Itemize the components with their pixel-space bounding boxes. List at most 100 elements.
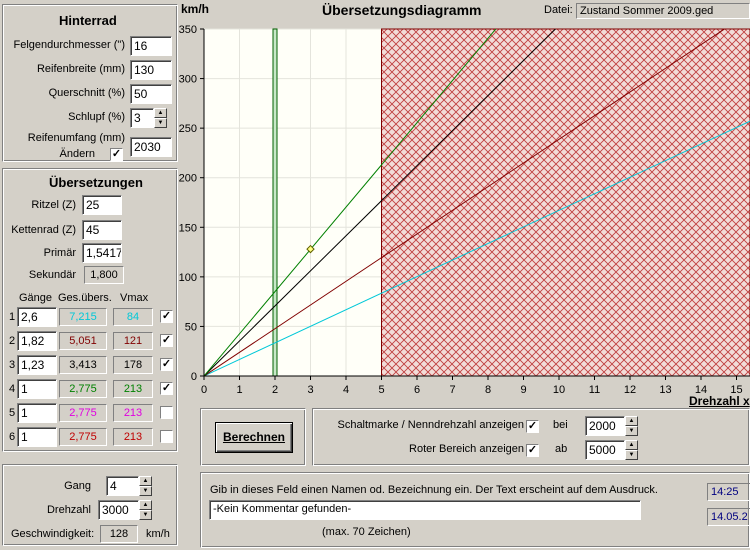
gear-show-checkbox[interactable]: ✓ [160,358,173,371]
ritzel-input[interactable]: 25 [82,195,122,215]
up-arrow-icon[interactable]: ▲ [625,416,638,426]
col-gaenge: Gänge [19,292,53,304]
options-panel: Schaltmarke / Nenndrehzahl anzeigen ✓ be… [312,408,750,466]
bei-spinner[interactable]: ▲ ▼ [625,416,638,436]
comment-input[interactable]: -Kein Kommentar gefunden- [209,500,641,520]
gear-vmax-value: 213 [113,428,153,446]
y-tick-label: 0 [191,371,197,383]
gear-ges-value: 5,051 [59,332,107,350]
drehzahl-input[interactable]: 3000 [98,500,139,520]
geschw-label: Geschwindigkeit: [11,528,95,540]
gear-show-checkbox[interactable]: ✓ [160,310,173,323]
comment-max: (max. 70 Zeichen) [322,526,411,538]
primaer-label: Primär [43,247,76,259]
uebersetzungen-title: Übersetzungen [49,175,143,190]
y-tick-label: 150 [179,222,197,234]
primaer-input[interactable]: 1,5417 [82,243,122,263]
ab-spinner[interactable]: ▲ ▼ [625,440,638,460]
down-arrow-icon[interactable]: ▼ [625,426,638,436]
ketten-input[interactable]: 45 [82,220,122,240]
red-zone [381,28,750,377]
y-tick-label: 250 [179,123,197,135]
down-arrow-icon[interactable]: ▼ [139,486,152,496]
drehzahl-label: Drehzahl [46,504,91,516]
gear-show-checkbox[interactable] [160,430,173,443]
aendern-label: Ändern [59,148,95,160]
berechnen-button[interactable]: Berechnen [215,422,293,453]
gear-ratio-input[interactable]: 1,23 [17,355,57,375]
gear-ratio-input[interactable]: 1 [17,427,57,447]
date-display: 14.05.2 [707,508,750,526]
gear-ges-value: 2,775 [59,428,107,446]
x-tick-label: 5 [378,384,384,396]
comment-hint: Gib in dieses Feld einen Namen od. Bezei… [210,484,658,496]
shift-mark [272,28,278,377]
gear-show-checkbox[interactable]: ✓ [160,382,173,395]
x-tick-label: 13 [659,384,671,396]
ab-input[interactable]: 5000 [585,440,625,460]
gear-ratio-input[interactable]: 1 [17,379,57,399]
up-arrow-icon[interactable]: ▲ [139,476,152,486]
gang-label: Gang [64,480,91,492]
up-arrow-icon[interactable]: ▲ [139,500,152,510]
up-arrow-icon[interactable]: ▲ [625,440,638,450]
ab-label: ab [555,443,568,455]
gear-ges-value: 7,215 [59,308,107,326]
gang-input[interactable]: 4 [106,476,139,496]
rot-label: Roter Bereich anzeigen [409,443,524,455]
aendern-checkbox[interactable]: ✓ [110,148,123,161]
schalt-checkbox[interactable]: ✓ [526,420,539,433]
axis-lines [203,29,750,377]
quer-label: Querschnitt (%) [48,87,125,99]
down-arrow-icon[interactable]: ▼ [154,118,167,128]
gear-vmax-value: 213 [113,404,153,422]
schlupf-label: Schlupf (%) [68,111,125,123]
gear-vmax-value: 84 [113,308,153,326]
breite-input[interactable]: 130 [130,60,172,80]
felgen-input[interactable]: 16 [130,36,172,56]
speed-panel: Gang 4 ▲ ▼ Drehzahl 3000 ▲ ▼ Geschwindigke… [2,464,178,546]
time-display: 14:25 [707,483,750,501]
y-axis-label: km/h [181,2,210,16]
x-tick-label: 0 [201,384,207,396]
hinterrad-panel: Hinterrad Felgendurchmesser (") 16 Reife… [2,4,178,162]
gear-line [204,29,497,376]
berechnen-label: Berechnen [222,430,286,444]
umfang-label: Reifenumfang (mm) [27,132,125,144]
gang-spinner[interactable]: ▲ ▼ [139,476,152,496]
gear-show-checkbox[interactable]: ✓ [160,334,173,347]
comment-panel: Gib in dieses Feld einen Namen od. Bezei… [200,472,750,548]
gear-ratio-input[interactable]: 1 [17,403,57,423]
rot-checkbox[interactable]: ✓ [526,444,539,457]
breite-label: Reifenbreite (mm) [36,63,125,75]
gear-vmax-value: 178 [113,356,153,374]
x-tick-label: 2 [272,384,278,396]
sekundaer-value: 1,800 [84,266,124,284]
down-arrow-icon[interactable]: ▼ [625,450,638,460]
x-tick-label: 10 [553,384,565,396]
chart-title: Übersetzungsdiagramm [322,2,482,18]
gear-ges-value: 3,413 [59,356,107,374]
gear-line [204,120,750,376]
x-tick-label: 14 [695,384,707,396]
gear-ratio-input[interactable]: 1,82 [17,331,57,351]
x-tick-label: 11 [589,384,600,396]
down-arrow-icon[interactable]: ▼ [139,510,152,520]
up-arrow-icon[interactable]: ▲ [154,108,167,118]
gear-show-checkbox[interactable] [160,406,173,419]
bei-input[interactable]: 2000 [585,416,625,436]
gear-ratio-input[interactable]: 2,6 [17,307,57,327]
gear-line [204,29,557,376]
col-ges: Ges.übers. [58,292,112,304]
x-tick-label: 9 [520,384,526,396]
schlupf-spinner[interactable]: ▲ ▼ [154,108,167,128]
uebersetzungen-panel: Übersetzungen Ritzel (Z) 25 Kettenrad (Z… [2,168,178,452]
quer-input[interactable]: 50 [130,84,172,104]
gear-number: 6 [9,431,16,443]
umfang-input[interactable]: 2030 [130,137,172,157]
schlupf-input[interactable]: 3 [130,108,154,128]
bei-label: bei [553,419,568,431]
gear-chart: 0 1 2 3 4 5 6 7 8 9 10 11 12 13 14 15050100150200250300… [179,24,750,396]
drehzahl-spinner[interactable]: ▲ ▼ [139,500,152,520]
x-tick-label: 1 [236,384,242,396]
